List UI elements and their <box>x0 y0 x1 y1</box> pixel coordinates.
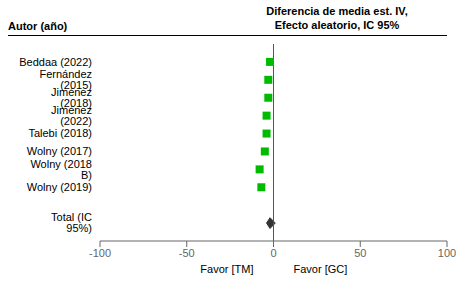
svg-text:Talebi (2018): Talebi (2018) <box>28 127 92 139</box>
svg-text:Jiménez(2022): Jiménez(2022) <box>51 104 92 127</box>
svg-text:Total (IC95%): Total (IC95%) <box>51 211 92 234</box>
svg-text:Wolny (2018B): Wolny (2018B) <box>30 158 92 181</box>
svg-text:50: 50 <box>354 247 366 259</box>
svg-text:0: 0 <box>270 247 276 259</box>
svg-text:-50: -50 <box>179 247 195 259</box>
svg-text:Wolny (2017): Wolny (2017) <box>27 145 92 157</box>
svg-text:Beddaa (2022): Beddaa (2022) <box>19 56 92 68</box>
svg-text:Wolny (2019): Wolny (2019) <box>27 181 92 193</box>
svg-text:-100: -100 <box>89 247 111 259</box>
svg-text:100: 100 <box>438 247 455 259</box>
